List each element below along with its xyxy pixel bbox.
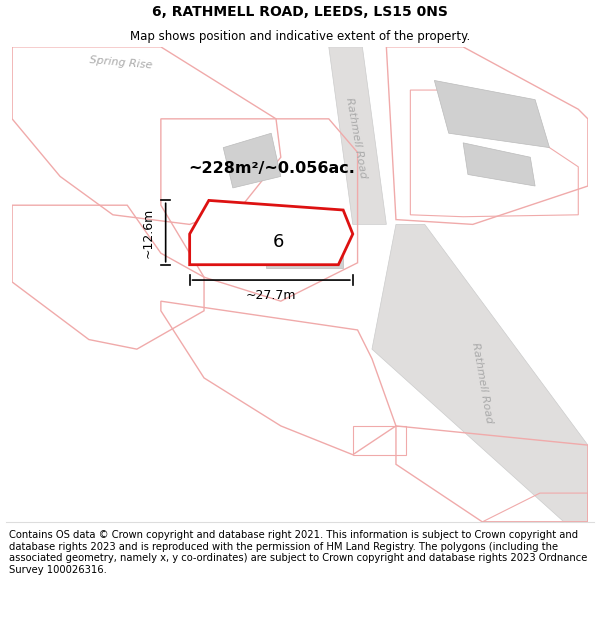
Polygon shape — [190, 201, 353, 265]
Text: Contains OS data © Crown copyright and database right 2021. This information is : Contains OS data © Crown copyright and d… — [9, 530, 587, 575]
Text: Rathmell Road: Rathmell Road — [470, 341, 494, 424]
Text: Rathmell Road: Rathmell Road — [344, 97, 368, 179]
Polygon shape — [434, 81, 550, 148]
Text: 6, RATHMELL ROAD, LEEDS, LS15 0NS: 6, RATHMELL ROAD, LEEDS, LS15 0NS — [152, 5, 448, 19]
Text: Spring Rise: Spring Rise — [89, 56, 152, 71]
Text: Map shows position and indicative extent of the property.: Map shows position and indicative extent… — [130, 30, 470, 43]
Text: ~27.7m: ~27.7m — [246, 289, 296, 302]
Text: ~228m²/~0.056ac.: ~228m²/~0.056ac. — [188, 161, 355, 176]
Polygon shape — [266, 229, 343, 268]
Polygon shape — [463, 143, 535, 186]
Text: 6: 6 — [273, 232, 284, 251]
Text: ~12.6m: ~12.6m — [142, 208, 155, 258]
Polygon shape — [223, 133, 281, 188]
Polygon shape — [372, 224, 588, 522]
Polygon shape — [329, 47, 386, 224]
